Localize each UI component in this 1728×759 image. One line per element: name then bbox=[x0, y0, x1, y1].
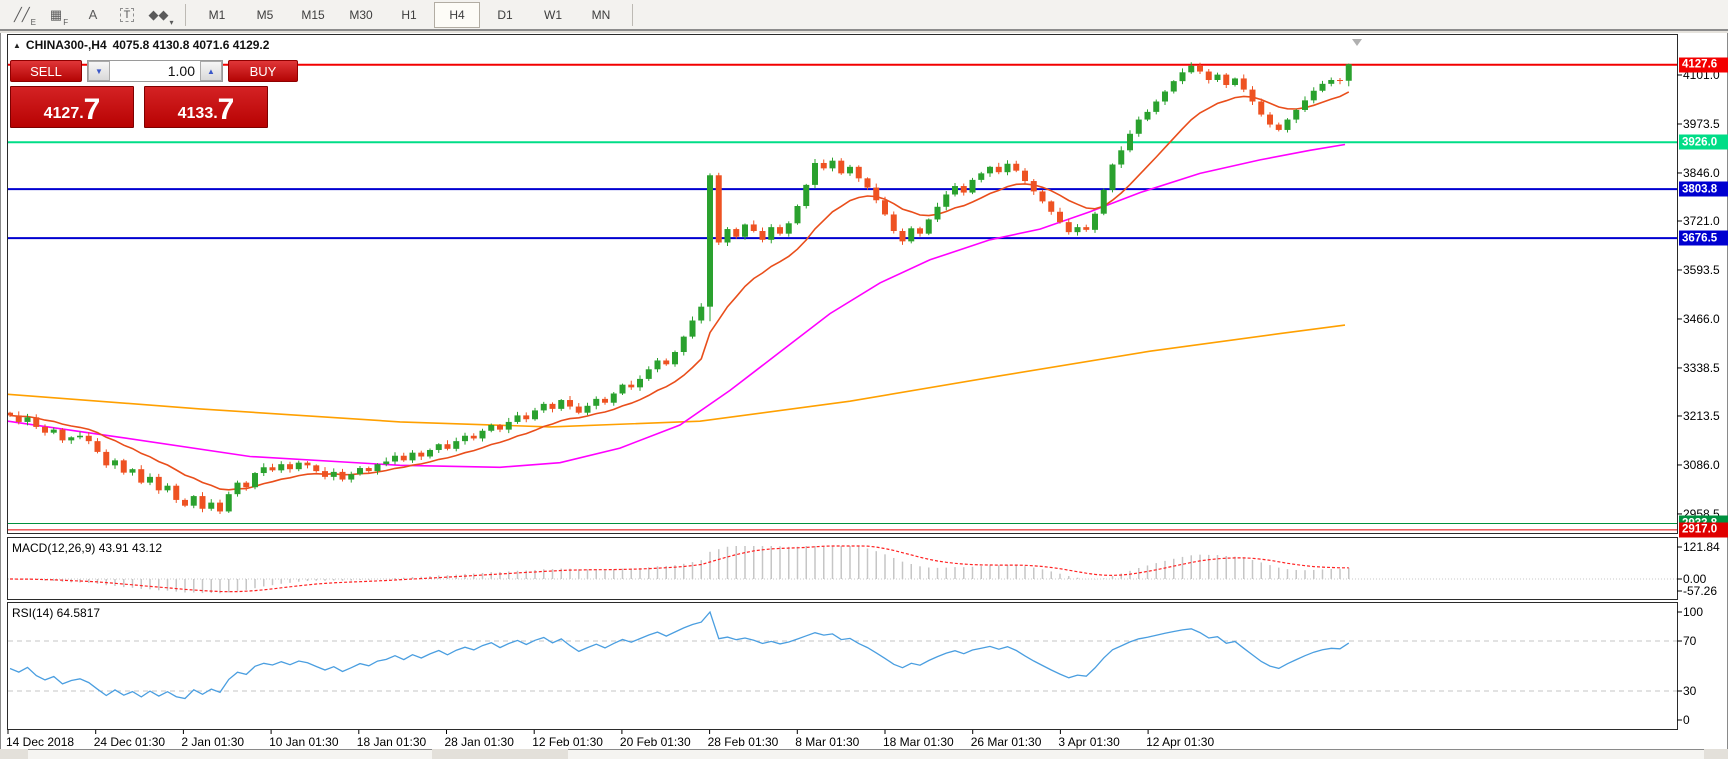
toolbar-separator bbox=[185, 3, 186, 26]
buy-button[interactable]: BUY bbox=[228, 60, 298, 82]
rsi-label: RSI(14) 64.5817 bbox=[12, 606, 101, 620]
grid-icon[interactable]: ▦ F bbox=[49, 7, 69, 27]
drawing-tools-group: ╱╱ E ▦ F A T ◆◆ ▾ bbox=[8, 2, 178, 28]
sell-price-frac: 7 bbox=[83, 93, 101, 126]
timeframe-m5-button[interactable]: M5 bbox=[256, 7, 274, 22]
sell-price-int: 4127 bbox=[43, 105, 80, 122]
text-box-icon[interactable]: T bbox=[111, 2, 143, 28]
volume-decrease-button[interactable]: ▼ bbox=[88, 61, 110, 81]
buy-price-dot: . bbox=[213, 105, 218, 122]
sell-price-dot: . bbox=[79, 105, 84, 122]
macd-pane bbox=[8, 545, 1677, 594]
chart-title: ▲ CHINA300-,H4 4075.8 4130.8 4071.6 4129.2 bbox=[13, 38, 269, 52]
text-label-icon[interactable]: A bbox=[88, 7, 98, 22]
objects-arrows-icon[interactable]: ◆◆ ▾ bbox=[148, 7, 174, 27]
timeframe-m1-button[interactable]: M1 bbox=[208, 7, 226, 22]
symbol-name: CHINA300-,H4 bbox=[25, 38, 107, 52]
moving-averages bbox=[7, 91, 1350, 491]
rsi-splitter[interactable] bbox=[0, 599, 1728, 603]
timeframe-d1-button[interactable]: D1 bbox=[497, 7, 513, 22]
buy-price-int: 4133 bbox=[177, 105, 214, 122]
fast-ma-line bbox=[9, 91, 1350, 491]
timeframe-h1-button[interactable]: H1 bbox=[401, 7, 417, 22]
candles bbox=[7, 62, 1352, 514]
symbol-collapse-arrow-icon[interactable]: ▲ bbox=[13, 41, 21, 50]
docked-window-edge bbox=[28, 749, 432, 759]
sell-price-display[interactable]: 4127 . 7 bbox=[10, 86, 134, 128]
indicators-icon[interactable]: ╱╱ E bbox=[14, 7, 36, 27]
timeframe-w1-button[interactable]: W1 bbox=[544, 7, 562, 22]
chart-shift-marker-icon bbox=[1352, 39, 1362, 46]
bottom-window-strip bbox=[0, 749, 1728, 759]
macd-label: MACD(12,26,9) 43.91 43.12 bbox=[12, 541, 163, 555]
timeframe-mn-button[interactable]: MN bbox=[591, 7, 611, 22]
sell-button[interactable]: SELL bbox=[10, 60, 82, 82]
buy-price-display[interactable]: 4133 . 7 bbox=[144, 86, 268, 128]
toolbar-separator-2 bbox=[632, 3, 633, 26]
volume-input[interactable] bbox=[110, 61, 200, 81]
volume-spinner: ▼ ▲ bbox=[87, 60, 223, 82]
rsi-pane bbox=[8, 610, 1677, 700]
horizontal-price-lines bbox=[8, 63, 1677, 531]
pane-frames bbox=[7, 34, 1682, 734]
chart-window bbox=[0, 33, 1728, 749]
macd-splitter[interactable] bbox=[0, 533, 1728, 537]
timeframe-buttons-group: M1 M5 M15 M30 H1 H4 D1 W1 MN bbox=[193, 1, 625, 28]
toolbar: ╱╱ E ▦ F A T ◆◆ ▾ M1 M5 M15 M30 H1 H4 D1 W1 MN bbox=[0, 0, 1728, 31]
timeframe-h4-button[interactable]: H4 bbox=[434, 1, 480, 28]
timeframe-m15-button[interactable]: M15 bbox=[301, 7, 325, 22]
volume-increase-button[interactable]: ▲ bbox=[200, 61, 222, 81]
ohlc-values: 4075.8 4130.8 4071.6 4129.2 bbox=[112, 38, 270, 52]
timeframe-m30-button[interactable]: M30 bbox=[349, 7, 373, 22]
buy-price-frac: 7 bbox=[217, 93, 235, 126]
docked-window-edge bbox=[568, 749, 1704, 759]
